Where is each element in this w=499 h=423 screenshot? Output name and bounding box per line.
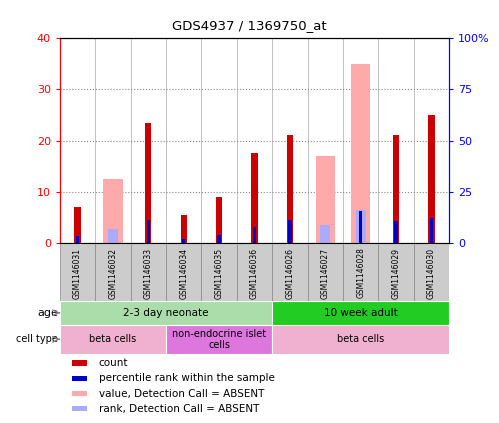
Bar [166, 243, 202, 301]
Text: GSM1146034: GSM1146034 [179, 247, 188, 299]
Text: GSM1146027: GSM1146027 [321, 247, 330, 299]
Bar [60, 243, 95, 301]
Bar [95, 243, 131, 301]
Text: GSM1146033: GSM1146033 [144, 247, 153, 299]
Text: count: count [99, 358, 128, 368]
Bar [74, 207, 81, 243]
Text: percentile rank within the sample: percentile rank within the sample [99, 374, 274, 383]
Bar [147, 220, 150, 243]
Bar [216, 197, 222, 243]
Text: 2-3 day neonate: 2-3 day neonate [123, 308, 209, 318]
Bar [252, 227, 256, 243]
Bar [288, 220, 291, 243]
Bar [307, 243, 343, 301]
Text: rank, Detection Call = ABSENT: rank, Detection Call = ABSENT [99, 404, 259, 414]
Text: value, Detection Call = ABSENT: value, Detection Call = ABSENT [99, 389, 264, 398]
Bar [315, 156, 335, 243]
Bar [71, 360, 87, 366]
Bar [145, 123, 152, 243]
Text: beta cells: beta cells [89, 334, 137, 344]
Text: GSM1146030: GSM1146030 [427, 247, 436, 299]
Bar [287, 135, 293, 243]
Bar [237, 243, 272, 301]
Bar [359, 211, 362, 243]
Text: GSM1146036: GSM1146036 [250, 247, 259, 299]
Text: age: age [37, 308, 58, 318]
Bar [351, 64, 370, 243]
Text: GSM1146031: GSM1146031 [73, 247, 82, 299]
Bar [131, 243, 166, 301]
Bar [428, 115, 435, 243]
Text: beta cells: beta cells [337, 334, 384, 344]
Text: GDS4937 / 1369750_at: GDS4937 / 1369750_at [172, 19, 327, 32]
Text: GSM1146026: GSM1146026 [285, 247, 294, 299]
Bar [60, 325, 166, 354]
Bar [320, 225, 330, 243]
Bar [272, 243, 307, 301]
Bar [272, 301, 449, 325]
Bar [202, 243, 237, 301]
Bar [356, 210, 365, 243]
Bar [71, 406, 87, 412]
Text: GSM1146028: GSM1146028 [356, 247, 365, 299]
Bar [103, 179, 123, 243]
Bar [71, 376, 87, 381]
Bar [430, 218, 433, 243]
Bar [182, 239, 186, 243]
Bar [393, 135, 399, 243]
Bar [378, 243, 414, 301]
Bar [218, 235, 221, 243]
Text: GSM1146035: GSM1146035 [215, 247, 224, 299]
Bar [343, 243, 378, 301]
Bar [71, 391, 87, 396]
Bar [272, 325, 449, 354]
Bar [108, 228, 118, 243]
Text: non-endocrine islet
cells: non-endocrine islet cells [172, 329, 266, 350]
Bar [181, 215, 187, 243]
Bar [251, 153, 257, 243]
Bar [76, 236, 79, 243]
Text: cell type: cell type [16, 334, 58, 344]
Text: GSM1146029: GSM1146029 [392, 247, 401, 299]
Bar [60, 301, 272, 325]
Bar [414, 243, 449, 301]
Text: 10 week adult: 10 week adult [324, 308, 398, 318]
Text: GSM1146032: GSM1146032 [108, 247, 117, 299]
Bar [394, 221, 398, 243]
Bar [166, 325, 272, 354]
